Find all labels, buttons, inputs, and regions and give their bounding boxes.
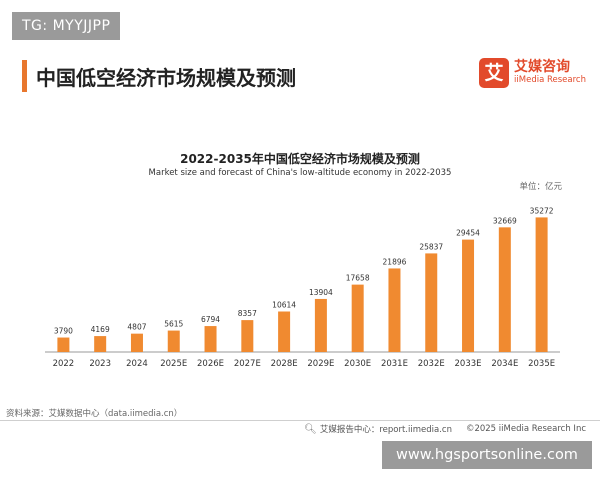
bar-2027E [241, 320, 254, 352]
copyright: ©2025 iiMedia Research Inc [465, 424, 586, 434]
bar-2028E [278, 311, 291, 352]
bar-2029E [314, 298, 327, 352]
logo-mark-icon: 艾 [479, 58, 510, 88]
category-label-2029E: 2029E [307, 359, 334, 369]
category-label-2033E: 2033E [455, 359, 482, 369]
overlay-tag: TG: MYYJJPP [12, 12, 121, 40]
chart-subtitle: Market size and forecast of China's low-… [148, 168, 452, 178]
category-label-2026E: 2026E [197, 359, 224, 369]
category-label-2035E: 2035E [528, 359, 555, 369]
logo-text: 艾媒咨询 iiMedia Research [514, 60, 586, 86]
value-label-2033E: 29454 [456, 229, 480, 238]
logo-name-en: iiMedia Research [514, 75, 586, 85]
footer-divider [0, 420, 600, 421]
logo-name-cn: 艾媒咨询 [514, 59, 571, 75]
bar-2032E [425, 253, 438, 352]
category-label-2028E: 2028E [271, 359, 298, 369]
value-label-2029E: 13904 [309, 288, 333, 297]
value-label-2035E: 35272 [530, 206, 554, 215]
title-accent-bar [22, 60, 27, 92]
bar-2033E [462, 239, 475, 352]
brand-logo: 艾 艾媒咨询 iiMedia Research [479, 58, 586, 88]
bar-2031E [388, 268, 401, 352]
category-label-2027E: 2027E [234, 359, 261, 369]
value-label-2022: 3790 [54, 327, 73, 336]
report-info: 🔍︎ 艾媒报告中心：report.iimedia.cn ©2025 iiMedi… [304, 423, 586, 436]
bar-2030E [351, 284, 364, 352]
category-label-2025E: 2025E [160, 359, 187, 369]
value-label-2030E: 17658 [346, 274, 370, 283]
value-label-2023: 4169 [91, 325, 110, 334]
value-label-2027E: 8357 [238, 309, 257, 318]
magnifier-icon: 🔍︎ [304, 423, 317, 435]
source-note: 资料来源：艾媒数据中心（data.iimedia.cn） [6, 409, 183, 419]
category-label-2032E: 2032E [418, 359, 445, 369]
bar-2034E [498, 227, 511, 352]
value-label-2025E: 5615 [164, 320, 183, 329]
value-label-2032E: 25837 [419, 242, 443, 251]
value-label-2026E: 6794 [201, 315, 220, 324]
value-label-2028E: 10614 [272, 300, 296, 309]
bar-2022 [57, 337, 70, 352]
watermark: www.hgsportsonline.com [382, 441, 592, 469]
value-label-2024: 4807 [127, 323, 146, 332]
bar-2026E [204, 326, 217, 352]
category-label-2023: 2023 [89, 359, 111, 369]
bar-2025E [167, 330, 180, 352]
category-label-2031E: 2031E [381, 359, 408, 369]
category-label-2030E: 2030E [344, 359, 371, 369]
bar-2024 [130, 333, 143, 352]
chart-title: 2022-2035年中国低空经济市场规模及预测 [180, 152, 420, 166]
bar-2035E [535, 217, 548, 352]
page-title: 中国低空经济市场规模及预测 [36, 66, 296, 90]
category-label-2022: 2022 [53, 359, 75, 369]
bar-2023 [94, 336, 107, 352]
report-center: 艾媒报告中心：report.iimedia.cn [319, 425, 452, 435]
category-label-2034E: 2034E [491, 359, 518, 369]
category-label-2024: 2024 [126, 359, 148, 369]
value-label-2031E: 21896 [383, 257, 407, 266]
chart-unit: 单位：亿元 [519, 182, 562, 192]
value-label-2034E: 32669 [493, 216, 517, 225]
